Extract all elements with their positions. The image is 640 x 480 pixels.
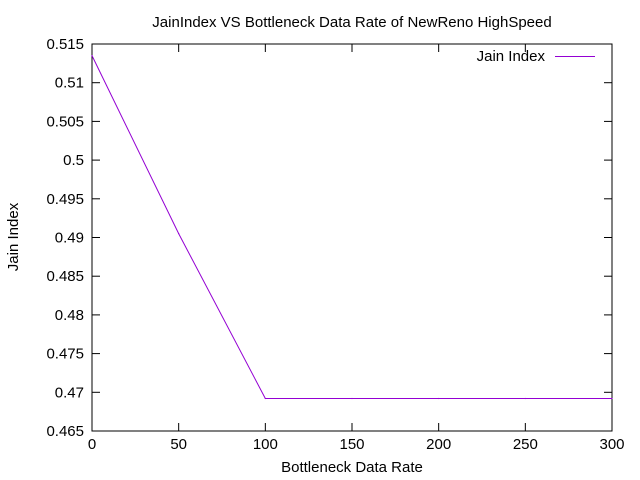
x-tick-label: 150 [339, 436, 364, 453]
x-tick-label: 200 [426, 436, 451, 453]
data-point [438, 397, 440, 400]
data-point [524, 397, 526, 400]
x-axis: 0 50 100 150 200 250 300 [88, 44, 625, 453]
data-point [178, 233, 180, 235]
data-point [91, 55, 93, 57]
x-tick-label: 50 [170, 436, 187, 453]
y-tick-label: 0.485 [46, 268, 84, 285]
legend-label: Jain Index [477, 48, 546, 65]
chart-title: JainIndex VS Bottleneck Data Rate of New… [152, 14, 551, 31]
legend: Jain Index [477, 48, 595, 65]
data-point [611, 397, 613, 400]
y-tick-label: 0.495 [46, 191, 84, 208]
y-tick-label: 0.475 [46, 346, 84, 363]
series-layer [91, 55, 613, 400]
x-tick-label: 300 [599, 436, 624, 453]
y-tick-label: 0.48 [55, 307, 84, 324]
y-tick-label: 0.49 [55, 230, 84, 247]
x-tick-label: 0 [88, 436, 96, 453]
series-line-jain-index [91, 55, 612, 399]
y-tick-label: 0.505 [46, 113, 84, 130]
y-tick-label: 0.51 [55, 75, 84, 92]
x-tick-label: 250 [513, 436, 538, 453]
plot-frame [91, 43, 613, 432]
data-point [264, 397, 266, 400]
x-axis-label: Bottleneck Data Rate [281, 459, 423, 476]
y-axis: 0.465 0.47 0.475 0.48 0.485 0.49 0.495 0.5 0.505… [46, 36, 612, 440]
y-tick-label: 0.465 [46, 423, 84, 440]
x-tick-label: 100 [253, 436, 278, 453]
y-tick-label: 0.5 [63, 152, 84, 169]
data-point [351, 397, 353, 400]
y-tick-label: 0.515 [46, 36, 84, 53]
y-tick-label: 0.47 [55, 384, 84, 401]
y-axis-label: Jain Index [5, 202, 22, 271]
